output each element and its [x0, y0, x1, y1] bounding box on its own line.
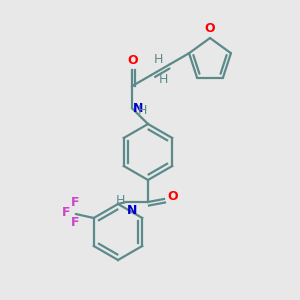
Text: F: F — [70, 215, 79, 229]
Text: F: F — [61, 206, 70, 218]
Text: H: H — [153, 53, 163, 66]
Text: O: O — [167, 190, 178, 203]
Text: H: H — [158, 73, 168, 86]
Text: N: N — [133, 102, 143, 115]
Text: H: H — [116, 194, 125, 206]
Text: N: N — [127, 204, 137, 217]
Text: O: O — [205, 22, 215, 35]
Text: O: O — [128, 54, 138, 67]
Text: F: F — [70, 196, 79, 209]
Text: H: H — [138, 104, 148, 117]
